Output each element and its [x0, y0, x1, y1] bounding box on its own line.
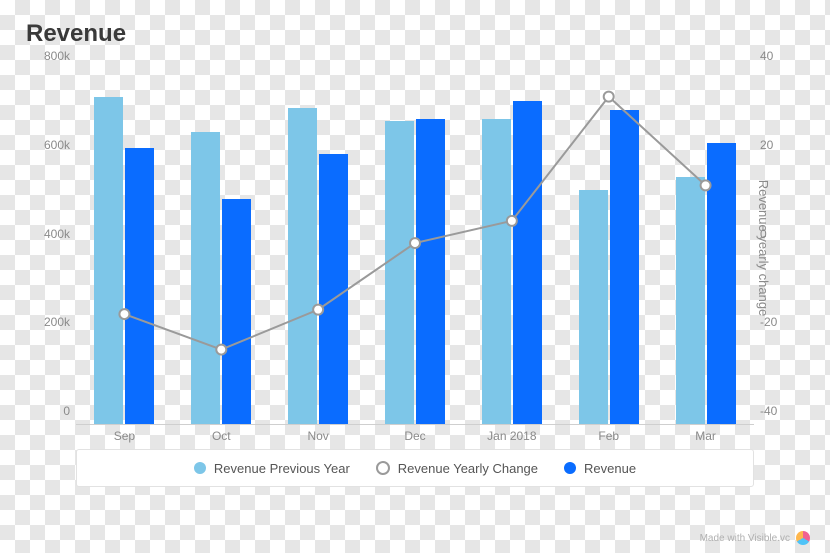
attribution-text: Made with Visible.vc — [700, 533, 790, 544]
legend-item-yearly-change: Revenue Yearly Change — [376, 461, 538, 476]
legend-swatch-revenue — [564, 462, 576, 474]
y-left-tick: 0 — [26, 404, 70, 418]
y-right-tick: -20 — [760, 315, 804, 329]
legend-swatch-yearly-change — [376, 461, 390, 475]
x-tick-label: Feb — [598, 429, 619, 443]
line-marker — [507, 216, 517, 226]
y-right-axis-label: Revenue yearly change — [756, 179, 771, 316]
chart-title: Revenue — [26, 20, 126, 48]
line-marker — [410, 238, 420, 248]
x-tick-label: Jan 2018 — [487, 429, 536, 443]
line-marker — [604, 92, 614, 102]
legend-swatch-prev-year — [194, 462, 206, 474]
x-tick-label: Oct — [212, 429, 231, 443]
y-left-axis: 0200k400k600k800k — [26, 70, 70, 425]
legend-item-prev-year: Revenue Previous Year — [194, 461, 350, 476]
y-right-tick: 40 — [760, 49, 804, 63]
legend-label-prev-year: Revenue Previous Year — [214, 461, 350, 476]
line-marker — [313, 305, 323, 315]
legend-label-revenue: Revenue — [584, 461, 636, 476]
x-axis-labels: Sep Oct Nov Dec Jan 2018 Feb Mar — [76, 429, 754, 449]
y-left-tick: 400k — [26, 227, 70, 241]
legend-item-revenue: Revenue — [564, 461, 636, 476]
x-tick-label: Sep — [114, 429, 135, 443]
x-tick-label: Mar — [695, 429, 716, 443]
legend: Revenue Previous Year Revenue Yearly Cha… — [76, 449, 754, 487]
attribution: Made with Visible.vc — [700, 531, 810, 545]
line-marker — [701, 180, 711, 190]
visible-vc-icon — [796, 531, 810, 545]
line-marker — [216, 345, 226, 355]
line-layer — [76, 70, 754, 425]
chart-panel: Revenue 0200k400k600k800k -40-2002040 Re… — [16, 10, 814, 515]
y-left-tick: 800k — [26, 49, 70, 63]
line-yearly-change — [124, 97, 705, 350]
x-axis-baseline — [76, 424, 754, 425]
plot-area: 0200k400k600k800k -40-2002040 Revenue ye… — [76, 70, 754, 425]
x-tick-label: Dec — [404, 429, 425, 443]
y-left-tick: 200k — [26, 315, 70, 329]
y-right-tick: 20 — [760, 138, 804, 152]
y-right-tick: -40 — [760, 404, 804, 418]
line-marker — [119, 309, 129, 319]
legend-label-yearly-change: Revenue Yearly Change — [398, 461, 538, 476]
x-tick-label: Nov — [307, 429, 328, 443]
y-left-tick: 600k — [26, 138, 70, 152]
